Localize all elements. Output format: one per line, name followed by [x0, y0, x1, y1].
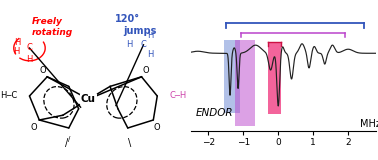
Text: O: O	[154, 123, 161, 132]
Text: /: /	[68, 136, 70, 142]
Text: O: O	[30, 123, 37, 132]
Text: H: H	[13, 47, 20, 56]
Text: H: H	[127, 40, 133, 49]
Text: O: O	[40, 66, 46, 75]
Text: O: O	[142, 66, 149, 75]
Text: H: H	[147, 50, 153, 59]
Text: ENDOR: ENDOR	[196, 108, 234, 118]
Text: H: H	[14, 38, 21, 47]
Bar	[235, 40, 255, 126]
Text: H: H	[26, 55, 33, 64]
Text: C─H: C─H	[169, 92, 186, 100]
Text: C: C	[26, 44, 33, 52]
Text: \: \	[128, 138, 131, 148]
Text: jumps: jumps	[123, 26, 156, 36]
Text: H: H	[147, 31, 153, 40]
Text: H─C: H─C	[0, 92, 18, 100]
Bar	[268, 43, 281, 114]
Text: MHz: MHz	[361, 119, 378, 129]
Text: Cu: Cu	[81, 94, 96, 104]
Text: C: C	[141, 40, 146, 49]
Text: /: /	[65, 138, 68, 148]
Text: Freely
rotating: Freely rotating	[31, 17, 73, 37]
Text: 120°: 120°	[115, 14, 140, 24]
Bar	[224, 40, 240, 113]
